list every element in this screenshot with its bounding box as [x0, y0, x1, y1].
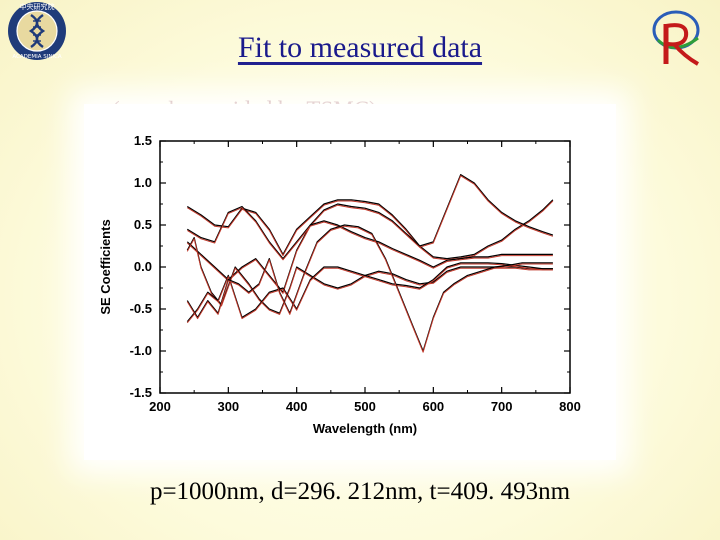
y-tick-label: 0.5	[134, 217, 152, 232]
fit-line-1	[187, 200, 554, 261]
x-tick-label: 400	[286, 399, 308, 414]
slide-title: Fit to measured data	[237, 31, 483, 64]
fit-line-3	[187, 207, 553, 269]
x-tick-label: 800	[559, 399, 581, 414]
chart-panel: 200 300 400 500 600 700 800 1.5 1.0 0.5 0.0 -0.5 -1.…	[84, 104, 616, 460]
x-tick-label: 300	[217, 399, 239, 414]
measured-line-3	[186, 205, 553, 268]
logo-english-text: ACADEMIA SINICA	[12, 54, 62, 60]
measured-line-6	[186, 224, 553, 352]
measured-line-1	[186, 199, 554, 260]
parameters-caption: p=1000nm, d=296. 212nm, t=409. 493nm	[149, 478, 571, 505]
x-tick-label: 500	[354, 399, 376, 414]
x-tick-label: 700	[491, 399, 513, 414]
logo-chinese-text: 中央研究院	[20, 2, 55, 11]
y-tick-label: -0.5	[130, 301, 152, 316]
y-axis-label: SE Coefficients	[98, 219, 113, 314]
academia-sinica-logo: 中央研究院 ACADEMIA SINICA	[8, 2, 66, 60]
y-tick-label: 1.0	[134, 175, 152, 190]
y-tick-label: -1.0	[130, 343, 152, 358]
x-axis-label: Wavelength (nm)	[313, 421, 417, 436]
y-tick-label: 1.5	[134, 133, 152, 148]
research-center-logo	[652, 10, 700, 66]
fit-line-6	[186, 225, 553, 353]
fit-line-2	[186, 175, 554, 294]
x-tick-label: 200	[149, 399, 171, 414]
se-coefficients-chart: 200 300 400 500 600 700 800 1.5 1.0 0.5 0.0 -0.5 -1.…	[98, 133, 581, 436]
y-tick-label: 0.0	[134, 259, 152, 274]
measured-line-2	[186, 173, 554, 293]
measured-line-4	[186, 237, 553, 314]
x-tick-label: 600	[422, 399, 444, 414]
fit-line-5	[186, 263, 553, 324]
y-tick-label: -1.5	[130, 385, 152, 400]
fit-line-4	[186, 238, 553, 315]
